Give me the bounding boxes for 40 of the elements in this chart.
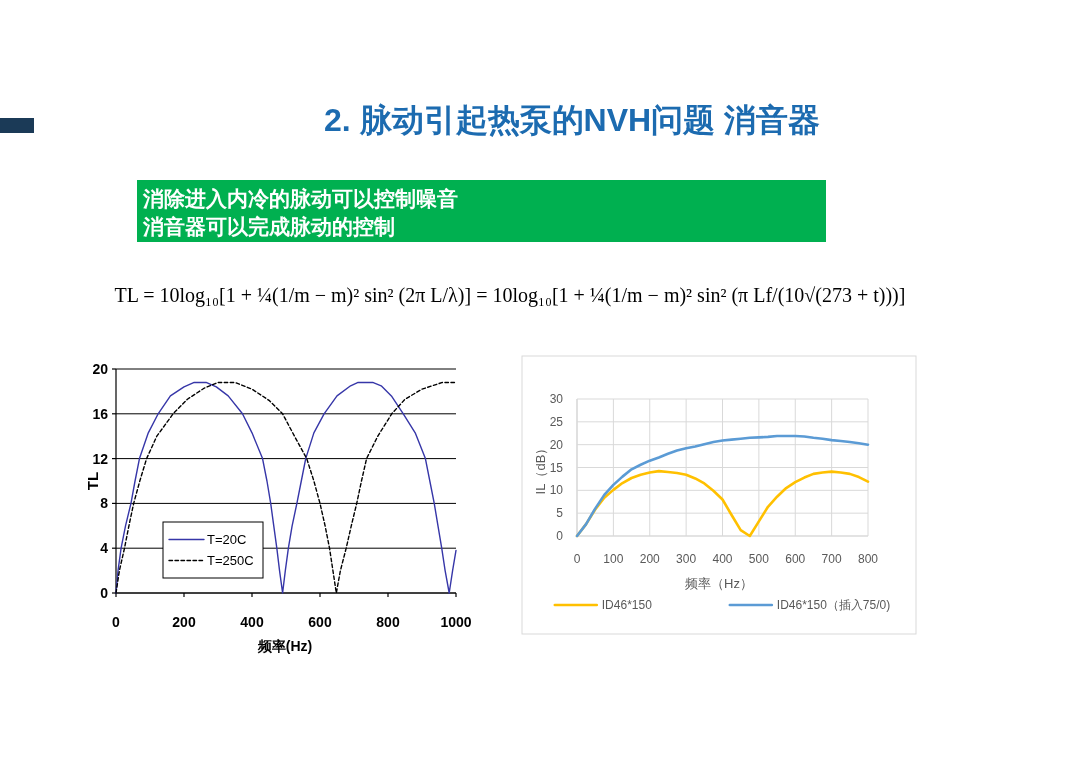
x-tick-label: 200 [172, 614, 196, 630]
x-tick-label: 800 [857, 552, 879, 566]
x-tick-label: 500 [748, 552, 770, 566]
x-tick-label: 800 [376, 614, 400, 630]
text: 消音器可以完成脉动的控制 [142, 215, 395, 238]
x-tick-label: 0 [573, 552, 581, 566]
x-tick-label: 600 [785, 552, 806, 566]
y-tick-label: 5 [556, 506, 564, 521]
y-tick-label: 12 [92, 450, 109, 467]
legend-label: T=250C [207, 553, 254, 568]
x-tick-label: 400 [712, 552, 733, 566]
y-tick-label: 15 [549, 460, 564, 475]
y-tick-label: 30 [549, 392, 564, 406]
y-tick-label: 0 [100, 585, 109, 601]
y-axis-title: IL（dB） [532, 441, 548, 495]
y-tick-label: 10 [549, 483, 564, 498]
x-tick-label: 400 [240, 614, 264, 630]
y-tick-label: 25 [549, 414, 564, 429]
x-tick-label: 0 [112, 614, 121, 630]
y-tick-label: 16 [92, 405, 109, 422]
x-tick-label: 1000 [440, 614, 472, 630]
y-tick-label: 4 [100, 540, 109, 557]
x-tick-label: 700 [821, 552, 842, 566]
x-tick-label: 600 [308, 614, 332, 630]
text: 消除进入内冷的脉动可以控制噪音 [142, 187, 458, 210]
x-tick-label: 200 [639, 552, 661, 566]
y-tick-label: 20 [92, 361, 109, 377]
y-tick-label: 0 [556, 529, 564, 543]
y-tick-label: 8 [100, 495, 109, 512]
text: 2. 脉动引起热泵的NVH问题 消音器 [323, 102, 821, 138]
x-axis-title: 频率（Hz） [685, 575, 753, 591]
y-tick-label: 20 [549, 437, 564, 452]
x-tick-label: 300 [676, 552, 697, 566]
x-axis-title: 频率(Hz) [256, 638, 313, 654]
text: TL = 10log₁₀[1 + ¼(1/m − m)² sin² (2π L/λ)] = 10log₁₀[1 + ¼(1/m − m)² sin² (π Lf/(10√(273 + t)))] [114, 284, 906, 307]
legend-label: ID46*150（插入75/0) [776, 598, 891, 612]
y-axis-title: TL [83, 471, 101, 491]
x-tick-label: 100 [603, 552, 624, 566]
legend-label: ID46*150 [601, 598, 653, 612]
legend-label: T=20C [207, 532, 247, 547]
